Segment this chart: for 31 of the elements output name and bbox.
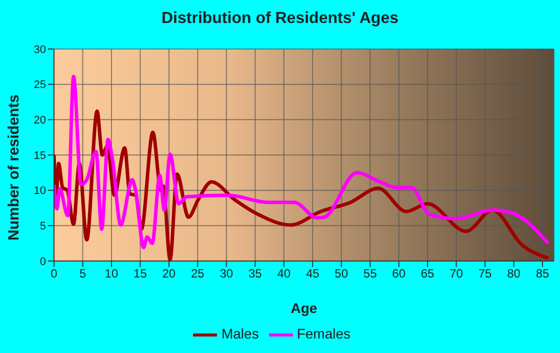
legend-label: Males: [221, 326, 259, 342]
x-tick-label: 60: [392, 266, 406, 281]
x-tick-label: 65: [420, 266, 435, 281]
y-tick-label: 10: [34, 185, 46, 198]
x-tick-label: 15: [134, 266, 148, 281]
y-tick-label: 0: [40, 256, 46, 268]
x-tick-label: 45: [306, 266, 320, 281]
x-tick-label: 0: [50, 266, 58, 281]
x-axis-title: Age: [290, 300, 318, 316]
legend-label: Females: [296, 326, 351, 342]
x-tick-label: 10: [104, 266, 118, 281]
x-tick-label: 80: [507, 266, 521, 281]
x-tick-label: 55: [363, 266, 378, 281]
x-tick-label: 75: [478, 266, 492, 281]
y-tick-label: 25: [34, 79, 46, 92]
y-tick-label: 30: [34, 44, 46, 56]
x-tick-label: 25: [191, 266, 205, 281]
x-tick-label: 20: [162, 266, 176, 281]
x-tick-label: 35: [248, 266, 262, 281]
y-tick-label: 15: [34, 150, 46, 162]
y-tick-label: 20: [34, 114, 46, 127]
x-tick-label: 40: [277, 266, 291, 281]
x-tick-label: 5: [79, 266, 86, 281]
line-series: [54, 74, 550, 250]
x-tick-label: 50: [334, 266, 348, 281]
x-tick-label: 30: [220, 266, 234, 281]
x-tick-label: 70: [450, 266, 464, 281]
x-tick-label: 85: [536, 266, 550, 281]
y-axis-title: Number of residents: [6, 94, 22, 240]
y-tick-label: 5: [40, 220, 46, 233]
chart-title: Distribution of Residents' Ages: [160, 10, 400, 28]
